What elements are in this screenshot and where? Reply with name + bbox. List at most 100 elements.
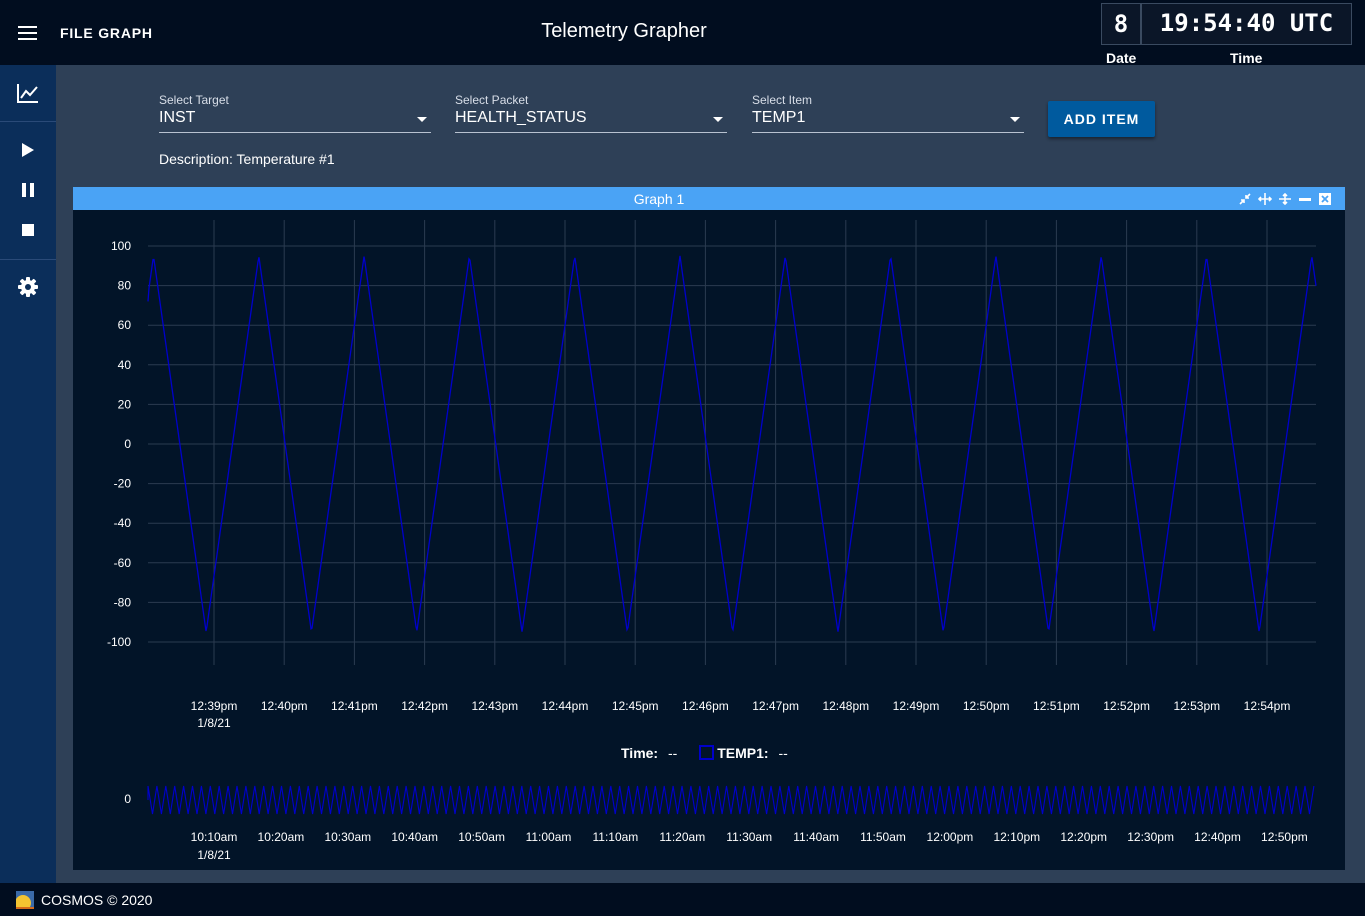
x-tick-label: 12:42pm xyxy=(401,699,448,713)
x-tick-label: 12:52pm xyxy=(1103,699,1150,713)
y-tick-label: -80 xyxy=(114,595,132,609)
date-display: 8 xyxy=(1101,3,1141,45)
y-grid xyxy=(148,245,1316,643)
overview-y-tick-label: 0 xyxy=(124,792,131,806)
x-tick-label: 12:54pm xyxy=(1244,699,1291,713)
item-select-label: Select Item xyxy=(752,93,813,107)
expand-height-icon[interactable] xyxy=(1279,193,1291,205)
time-display: 19:54:40 UTC xyxy=(1141,3,1352,45)
x-tick-label: 12:46pm xyxy=(682,699,729,713)
expand-width-icon[interactable] xyxy=(1258,193,1272,205)
menu-icon[interactable] xyxy=(10,20,46,46)
close-icon[interactable] xyxy=(1319,193,1331,205)
cosmos-logo-icon xyxy=(16,891,34,909)
x-tick-label: 12:47pm xyxy=(752,699,799,713)
page-title: Telemetry Grapher xyxy=(541,20,707,42)
legend-time-label: Time: xyxy=(621,745,659,761)
x-tick-label: 12:53pm xyxy=(1173,699,1220,713)
graph-header[interactable]: Graph 1 xyxy=(73,187,1345,210)
overview-x-tick-label: 12:40pm xyxy=(1194,830,1241,844)
overview-x-tick-label: 12:10pm xyxy=(993,830,1040,844)
x-axis: 12:39pm 12:40pm 12:41pm 12:42pm 12:43pm 12:44… xyxy=(191,699,1291,713)
footer: COSMOS © 2020 xyxy=(0,883,1365,916)
app-bar: FILE GRAPH Telemetry Grapher 8 19:54:40 … xyxy=(0,0,1365,66)
y-axis: 100 80 60 40 20 0 -20 -40 -60 -80 -100 xyxy=(107,239,131,649)
legend-time-value: -- xyxy=(667,745,678,761)
play-icon[interactable] xyxy=(0,139,56,161)
stop-icon[interactable] xyxy=(0,219,56,241)
chart-icon[interactable] xyxy=(0,79,56,107)
y-tick-label: 0 xyxy=(124,437,131,451)
x-tick-label: 12:44pm xyxy=(542,699,589,713)
y-tick-label: 20 xyxy=(118,397,132,411)
legend-series-label: TEMP1: xyxy=(717,745,769,761)
packet-select[interactable]: Select Packet HEALTH_STATUS xyxy=(455,93,727,133)
x-tick-label: 12:45pm xyxy=(612,699,659,713)
x-tick-label: 12:49pm xyxy=(893,699,940,713)
y-tick-label: 100 xyxy=(111,239,131,253)
item-description: Description: Temperature #1 xyxy=(159,151,335,167)
y-tick-label: 80 xyxy=(118,279,132,293)
time-label: Time xyxy=(1230,50,1263,66)
overview-x-axis-date-label: 1/8/21 xyxy=(197,848,231,862)
packet-select-value: HEALTH_STATUS xyxy=(455,109,587,126)
target-select-label: Select Target xyxy=(159,93,229,107)
x-tick-label: 12:39pm xyxy=(191,699,238,713)
legend-series-swatch xyxy=(699,745,715,760)
x-tick-label: 12:51pm xyxy=(1033,699,1080,713)
overview-x-tick-label: 11:30am xyxy=(726,830,772,844)
overview-x-tick-label: 11:20am xyxy=(659,830,705,844)
item-select-value: TEMP1 xyxy=(752,109,806,126)
x-grid xyxy=(213,220,1268,665)
y-tick-label: -60 xyxy=(114,556,132,570)
item-select[interactable]: Select Item TEMP1 xyxy=(752,93,1024,133)
overview-x-tick-label: 12:50pm xyxy=(1261,830,1308,844)
telemetry-chart[interactable]: 100 80 60 40 20 0 -20 -40 -60 -80 -100 12:39pm 12:4… xyxy=(73,210,1345,870)
legend-series-value: -- xyxy=(778,745,788,761)
overview-x-tick-label: 11:50am xyxy=(860,830,906,844)
date-label: Date xyxy=(1106,50,1137,66)
x-tick-label: 12:43pm xyxy=(471,699,518,713)
chevron-down-icon xyxy=(417,117,427,122)
target-select[interactable]: Select Target INST xyxy=(159,93,431,133)
y-tick-label: -40 xyxy=(114,516,132,530)
overview-x-tick-label: 10:30am xyxy=(324,830,371,844)
overview-x-tick-label: 11:00am xyxy=(526,830,572,844)
graph-legend: Time: -- TEMP1: -- xyxy=(621,745,788,761)
target-select-value: INST xyxy=(159,109,196,126)
chevron-down-icon xyxy=(1010,117,1020,122)
overview-x-tick-label: 12:20pm xyxy=(1060,830,1107,844)
y-tick-label: 40 xyxy=(118,358,132,372)
packet-select-label: Select Packet xyxy=(455,93,529,107)
y-tick-label: 60 xyxy=(118,318,132,332)
collapse-icon[interactable] xyxy=(1239,193,1251,205)
overview-x-tick-label: 12:00pm xyxy=(927,830,974,844)
overview-x-tick-label: 10:20am xyxy=(258,830,305,844)
graph-card: Graph 1 100 80 60 40 20 0 -20 -40 -60 -80 -100 12:… xyxy=(73,187,1345,870)
overview-x-tick-label: 10:40am xyxy=(391,830,438,844)
x-tick-label: 12:50pm xyxy=(963,699,1010,713)
series-line-temp1 xyxy=(147,255,1317,632)
y-tick-label: -20 xyxy=(114,477,132,491)
side-navigation xyxy=(0,65,56,883)
file-menu-button[interactable]: FILE GRAPH xyxy=(60,25,153,41)
x-tick-label: 12:41pm xyxy=(331,699,378,713)
overview-series-line-temp1 xyxy=(147,785,1315,815)
nav-divider xyxy=(0,259,56,260)
minimize-icon[interactable] xyxy=(1299,193,1311,205)
gear-icon[interactable] xyxy=(0,275,56,299)
graph-title: Graph 1 xyxy=(633,191,685,207)
overview-x-tick-label: 11:40am xyxy=(793,830,839,844)
add-item-button[interactable]: ADD ITEM xyxy=(1048,101,1155,137)
chevron-down-icon xyxy=(713,117,723,122)
overview-x-tick-label: 10:10am xyxy=(191,830,238,844)
nav-divider xyxy=(0,121,56,122)
overview-x-tick-label: 12:30pm xyxy=(1127,830,1174,844)
y-tick-label: -100 xyxy=(107,635,131,649)
overview-x-axis: 10:10am 10:20am 10:30am 10:40am 10:50am 11:00… xyxy=(191,830,1308,844)
pause-icon[interactable] xyxy=(0,179,56,201)
overview-x-tick-label: 10:50am xyxy=(458,830,505,844)
footer-copyright: COSMOS © 2020 xyxy=(41,892,153,908)
x-tick-label: 12:40pm xyxy=(261,699,308,713)
x-axis-date-label: 1/8/21 xyxy=(197,716,231,730)
